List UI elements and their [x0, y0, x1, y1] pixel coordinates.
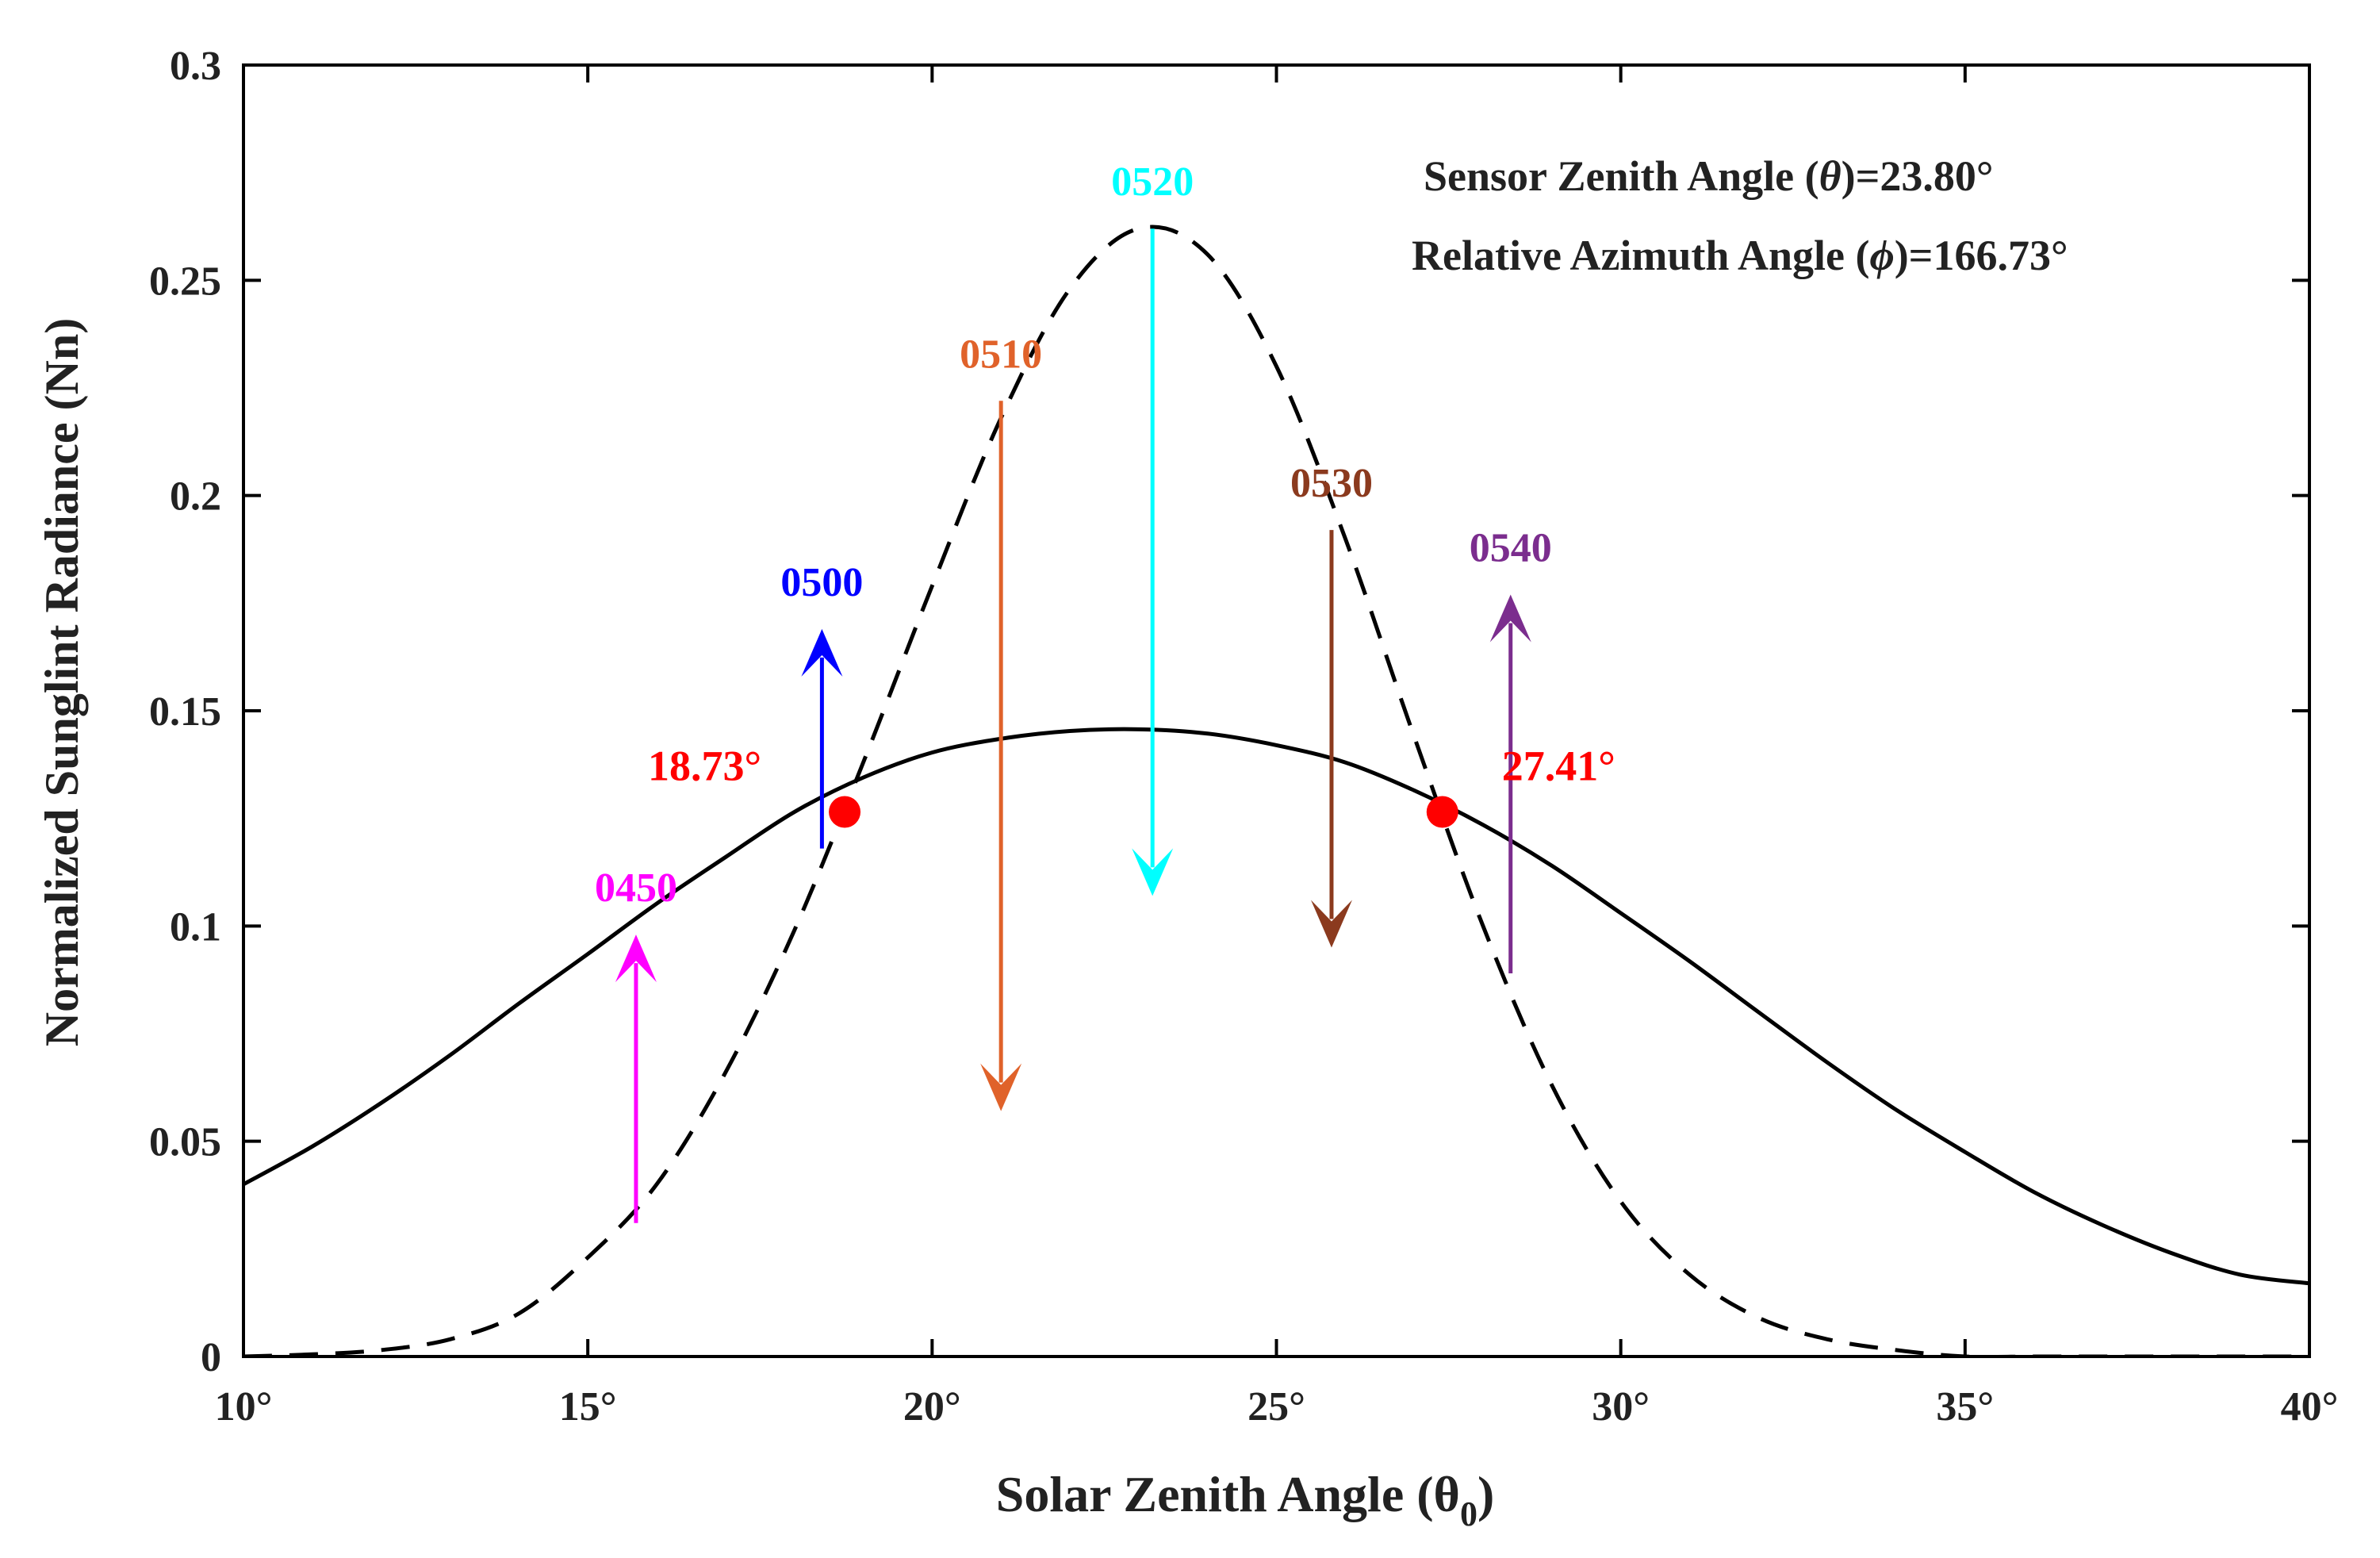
arrow-label-0510: 0510 — [960, 332, 1042, 377]
y-tick-label: 0.15 — [149, 689, 221, 735]
arrow-label-0540: 0540 — [1470, 525, 1552, 570]
annotation-sensor-zenith-suffix: )=23.80° — [1842, 152, 1994, 200]
arrow-label-0500: 0500 — [780, 560, 863, 605]
arrow-0520 — [1132, 228, 1174, 896]
annotation-relative-azimuth-suffix: )=166.73° — [1895, 232, 2068, 279]
series-group — [243, 224, 2309, 1357]
series-line-solid — [243, 727, 2309, 1286]
y-tick-label: 0 — [201, 1335, 221, 1380]
arrow-0530 — [1310, 530, 1352, 948]
arrow-head — [1489, 594, 1531, 643]
intersection-label-1: 18.73° — [648, 743, 761, 790]
intersection-label-2: 27.41° — [1502, 743, 1615, 790]
y-axis-label: Normalized Sunglint Radiance (Nn) — [36, 318, 88, 1046]
arrow-0500 — [801, 628, 843, 849]
x-axis-label-subscript: 0 — [1460, 1495, 1477, 1533]
annotation-sensor-zenith: Sensor Zenith Angle (θ)=23.80° — [1424, 152, 1993, 200]
x-tick-label: 15° — [559, 1384, 617, 1429]
annotation-relative-azimuth-symbol: ϕ — [1869, 232, 1894, 279]
arrow-label-0450: 0450 — [595, 865, 677, 911]
annotation-relative-azimuth: Relative Azimuth Angle (ϕ)=166.73° — [1412, 232, 2068, 279]
y-tick-label: 0.05 — [149, 1120, 221, 1165]
x-axis-label-close: ) — [1477, 1466, 1494, 1522]
annotation-relative-azimuth-prefix: Relative Azimuth Angle ( — [1412, 232, 1869, 279]
intersection-point-2 — [1426, 796, 1458, 828]
x-tick-label: 40° — [2281, 1384, 2339, 1429]
arrow-0450 — [615, 934, 657, 1223]
arrow-label-0520: 0520 — [1111, 159, 1194, 205]
y-tick-label: 0.2 — [170, 474, 221, 520]
x-tick-label: 20° — [903, 1384, 961, 1429]
arrow-0510 — [980, 401, 1022, 1111]
intersection-point-1 — [829, 796, 861, 828]
y-tick-label: 0.25 — [149, 259, 221, 304]
arrow-head — [1132, 848, 1174, 896]
x-tick-label: 30° — [1592, 1384, 1650, 1429]
arrow-head — [1310, 900, 1352, 948]
x-axis-label-text: Solar Zenith Angle (θ — [996, 1466, 1460, 1522]
y-tick-label: 0.1 — [170, 904, 221, 950]
arrow-head — [801, 628, 843, 677]
y-tick-label: 0.3 — [170, 44, 221, 89]
arrow-head — [615, 934, 657, 983]
x-tick-label: 10° — [215, 1384, 273, 1429]
x-tick-label: 25° — [1247, 1384, 1305, 1429]
annotation-sensor-zenith-symbol: θ — [1819, 152, 1842, 200]
arrow-label-0530: 0530 — [1290, 461, 1373, 506]
annotation-sensor-zenith-prefix: Sensor Zenith Angle ( — [1424, 152, 1819, 200]
arrow-0540 — [1489, 594, 1531, 974]
arrow-head — [980, 1063, 1022, 1111]
series-line-dashed — [243, 224, 2309, 1357]
x-axis-label: Solar Zenith Angle (θ0) — [996, 1466, 1495, 1533]
x-tick-label: 35° — [1936, 1384, 1994, 1429]
